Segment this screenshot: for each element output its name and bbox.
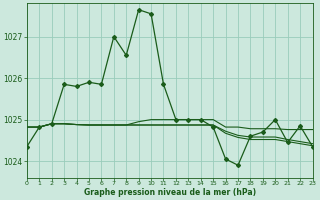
X-axis label: Graphe pression niveau de la mer (hPa): Graphe pression niveau de la mer (hPa) <box>84 188 256 197</box>
